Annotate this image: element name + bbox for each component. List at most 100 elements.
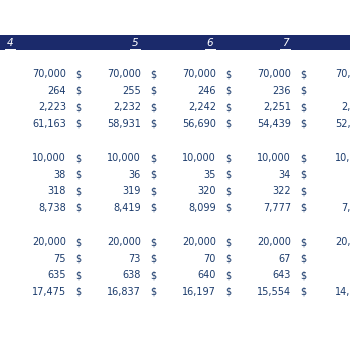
Text: 36: 36 <box>129 170 141 180</box>
Text: 70,000: 70,000 <box>107 69 141 79</box>
Text: 67: 67 <box>279 254 291 264</box>
Text: $: $ <box>300 270 306 280</box>
Text: 70: 70 <box>204 254 216 264</box>
Text: $: $ <box>225 119 231 129</box>
Text: $: $ <box>75 186 81 196</box>
Text: $: $ <box>300 119 306 129</box>
Text: 4: 4 <box>7 37 13 48</box>
Text: 20,000: 20,000 <box>107 237 141 247</box>
Text: 52,179: 52,179 <box>335 119 350 129</box>
Text: $: $ <box>150 119 156 129</box>
Text: $: $ <box>150 102 156 112</box>
Text: 34: 34 <box>279 170 291 180</box>
Text: $: $ <box>75 287 81 297</box>
Text: 56,690: 56,690 <box>182 119 216 129</box>
Text: $: $ <box>225 237 231 247</box>
Text: 8,419: 8,419 <box>113 203 141 213</box>
Text: 643: 643 <box>273 270 291 280</box>
Text: 2,223: 2,223 <box>38 102 66 112</box>
Bar <box>0 35 350 50</box>
Text: $: $ <box>75 203 81 213</box>
Text: $: $ <box>75 86 81 96</box>
Text: 17,475: 17,475 <box>32 287 66 297</box>
Text: $: $ <box>300 254 306 264</box>
Text: $: $ <box>150 186 156 196</box>
Text: 318: 318 <box>48 186 66 196</box>
Text: $: $ <box>150 254 156 264</box>
Text: $: $ <box>300 287 306 297</box>
Text: 8,738: 8,738 <box>38 203 66 213</box>
Text: 73: 73 <box>129 254 141 264</box>
Text: 6: 6 <box>207 37 213 48</box>
Text: 5: 5 <box>132 37 138 48</box>
Text: $: $ <box>150 86 156 96</box>
Text: 75: 75 <box>54 254 66 264</box>
Text: 638: 638 <box>122 270 141 280</box>
Text: 322: 322 <box>272 186 291 196</box>
Text: 20,000: 20,000 <box>257 237 291 247</box>
Text: $: $ <box>225 153 231 163</box>
Text: $: $ <box>150 170 156 180</box>
Text: 2,260: 2,260 <box>341 102 350 112</box>
Text: $: $ <box>75 119 81 129</box>
Text: 635: 635 <box>48 270 66 280</box>
Text: 61,163: 61,163 <box>32 119 66 129</box>
Text: 38: 38 <box>54 170 66 180</box>
Text: 35: 35 <box>204 170 216 180</box>
Text: $: $ <box>225 86 231 96</box>
Text: $: $ <box>150 270 156 280</box>
Text: 58,931: 58,931 <box>107 119 141 129</box>
Text: $: $ <box>150 237 156 247</box>
Text: 2,242: 2,242 <box>188 102 216 112</box>
Text: 70,000: 70,000 <box>32 69 66 79</box>
Text: $: $ <box>75 254 81 264</box>
Text: 255: 255 <box>122 86 141 96</box>
Text: 246: 246 <box>197 86 216 96</box>
Text: $: $ <box>300 203 306 213</box>
Text: $: $ <box>75 102 81 112</box>
Text: $: $ <box>300 237 306 247</box>
Text: $: $ <box>300 69 306 79</box>
Text: 2,251: 2,251 <box>263 102 291 112</box>
Text: 640: 640 <box>198 270 216 280</box>
Text: 20,000: 20,000 <box>182 237 216 247</box>
Text: $: $ <box>75 237 81 247</box>
Text: 236: 236 <box>273 86 291 96</box>
Text: 54,439: 54,439 <box>257 119 291 129</box>
Text: 320: 320 <box>197 186 216 196</box>
Text: $: $ <box>225 287 231 297</box>
Text: $: $ <box>75 270 81 280</box>
Text: $: $ <box>225 170 231 180</box>
Text: $: $ <box>150 287 156 297</box>
Text: $: $ <box>150 153 156 163</box>
Text: $: $ <box>300 186 306 196</box>
Text: 70,000: 70,000 <box>182 69 216 79</box>
Text: 264: 264 <box>48 86 66 96</box>
Text: $: $ <box>300 153 306 163</box>
Text: 2,232: 2,232 <box>113 102 141 112</box>
Text: 10,000: 10,000 <box>257 153 291 163</box>
Text: 7: 7 <box>282 37 288 48</box>
Text: 10,000: 10,000 <box>32 153 66 163</box>
Text: 10,000: 10,000 <box>182 153 216 163</box>
Text: 10,000: 10,000 <box>107 153 141 163</box>
Text: 16,837: 16,837 <box>107 287 141 297</box>
Text: $: $ <box>150 69 156 79</box>
Text: 15,554: 15,554 <box>257 287 291 297</box>
Text: 20,000: 20,000 <box>32 237 66 247</box>
Text: 319: 319 <box>122 186 141 196</box>
Text: $: $ <box>300 170 306 180</box>
Text: $: $ <box>75 69 81 79</box>
Text: $: $ <box>225 186 231 196</box>
Text: 8,099: 8,099 <box>188 203 216 213</box>
Text: $: $ <box>225 69 231 79</box>
Text: 10,000: 10,000 <box>335 153 350 163</box>
Text: 7,777: 7,777 <box>263 203 291 213</box>
Text: 7,454: 7,454 <box>341 203 350 213</box>
Text: 70,000: 70,000 <box>257 69 291 79</box>
Text: $: $ <box>150 203 156 213</box>
Text: 16,197: 16,197 <box>182 287 216 297</box>
Text: $: $ <box>300 86 306 96</box>
Text: $: $ <box>225 203 231 213</box>
Text: 70,000: 70,000 <box>335 69 350 79</box>
